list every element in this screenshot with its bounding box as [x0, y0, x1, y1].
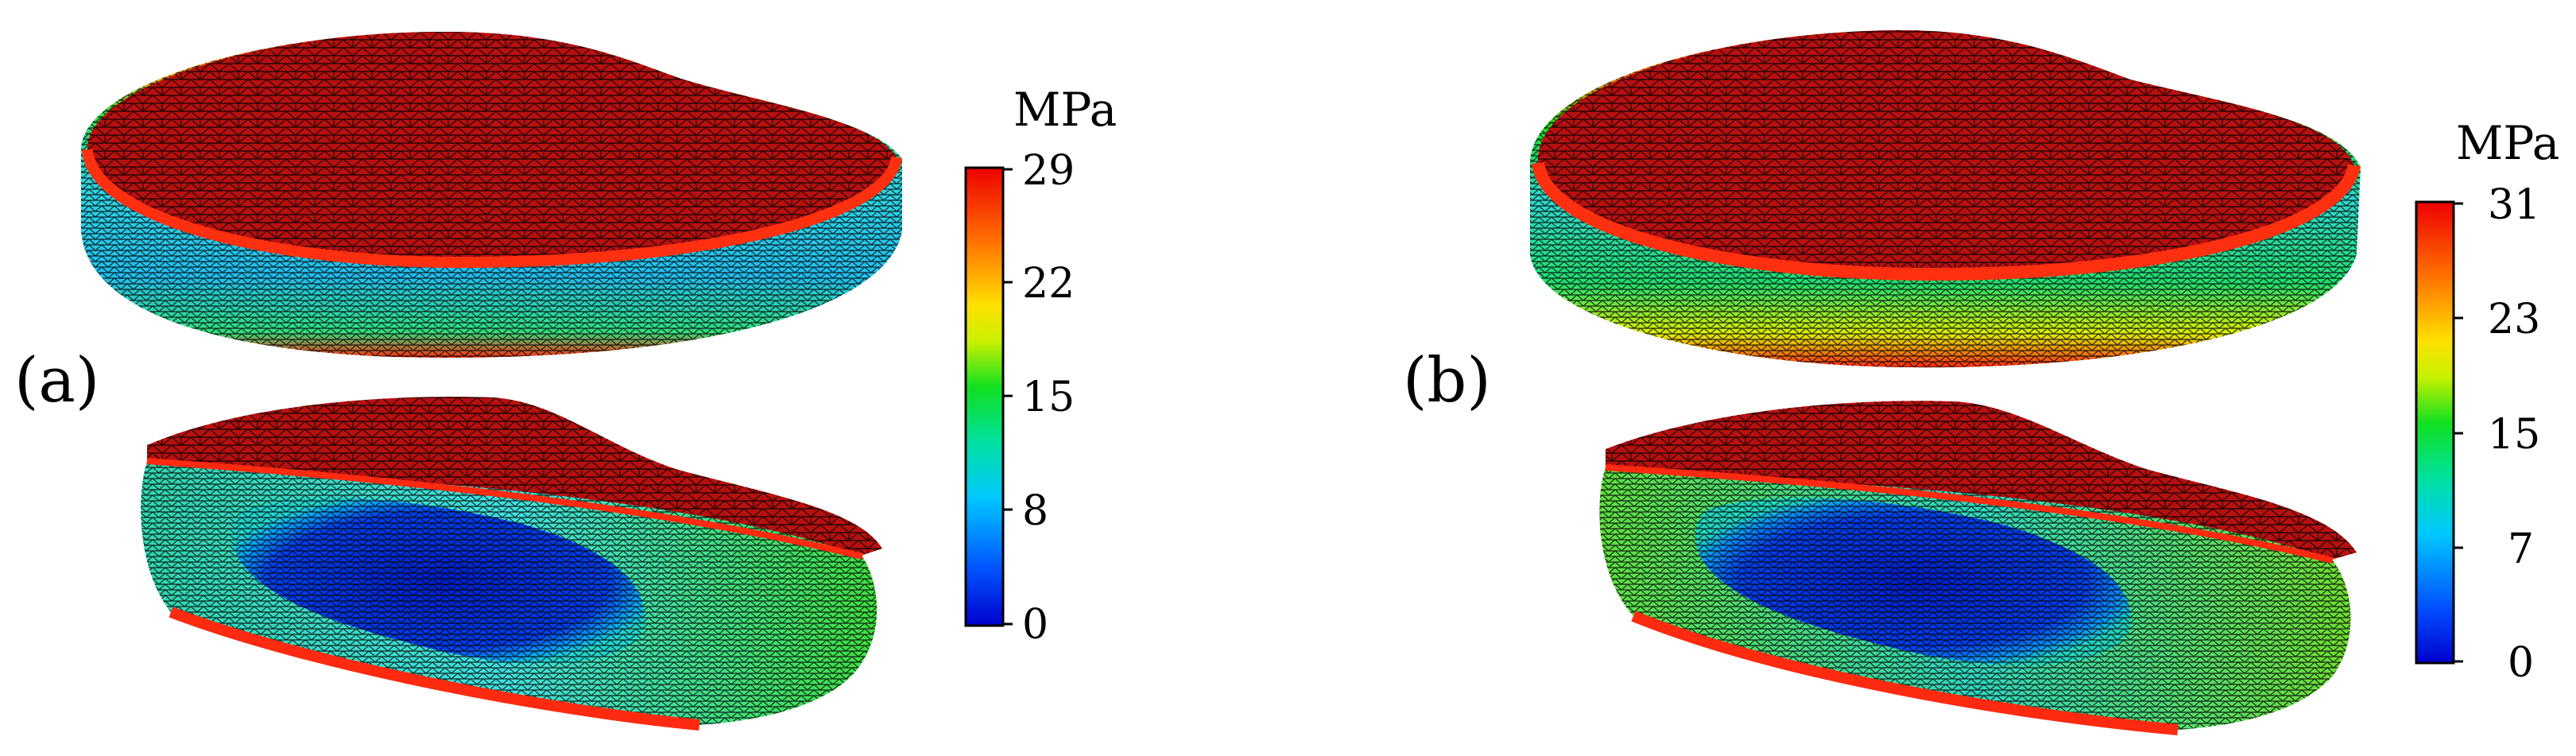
colorbar-unit-b: MPa: [2456, 116, 2559, 170]
disc-model-section-b: [1599, 401, 2357, 735]
colorbar-tick-label: 31: [2488, 181, 2540, 229]
colorbar-tick-label: 23: [2488, 296, 2540, 343]
colorbar-tick-label: 15: [2488, 411, 2540, 459]
disc-edge-rim-a: [82, 149, 902, 269]
panel-b: (b) MPa: [1403, 30, 2559, 735]
section-lower-rim-a: [169, 607, 700, 731]
colorbar-ticks-a: [1003, 168, 1013, 626]
colorbar-tick-label: 7: [2508, 525, 2534, 573]
colorbar-gradient-b: [2415, 200, 2455, 665]
colorbar-b: MPa 31 23 15 7 0: [2415, 116, 2559, 687]
panel-label-a: (a): [14, 345, 99, 417]
disc-edge-rim-b: [1532, 161, 2361, 281]
colorbar-ticks-b: [2454, 202, 2463, 663]
panel-label-b: (b): [1403, 345, 1491, 417]
disc-model-section-a: [141, 397, 882, 731]
colorbar-tick-label: 8: [1022, 487, 1048, 535]
colorbar-tick-label: 15: [1022, 374, 1075, 421]
section-upper-rim-b: [1605, 464, 2334, 564]
colorbar-gradient-a: [964, 166, 1005, 627]
colorbar-unit-a: MPa: [1013, 83, 1117, 137]
section-upper-rim-a: [146, 458, 863, 560]
colorbar-tick-label: 0: [1022, 601, 1048, 649]
disc-model-full-b: [1529, 30, 2361, 368]
disc-model-full-a: [80, 32, 903, 358]
colorbar-tick-label: 29: [1022, 147, 1075, 195]
section-lower-rim-b: [1631, 611, 2179, 735]
colorbar-tick-label: 22: [1022, 260, 1075, 308]
colorbar-a: MPa 29 22 15 8 0: [964, 83, 1117, 649]
colorbar-tick-label: 0: [2508, 639, 2534, 687]
panel-a: (a) MPa: [14, 32, 1117, 731]
